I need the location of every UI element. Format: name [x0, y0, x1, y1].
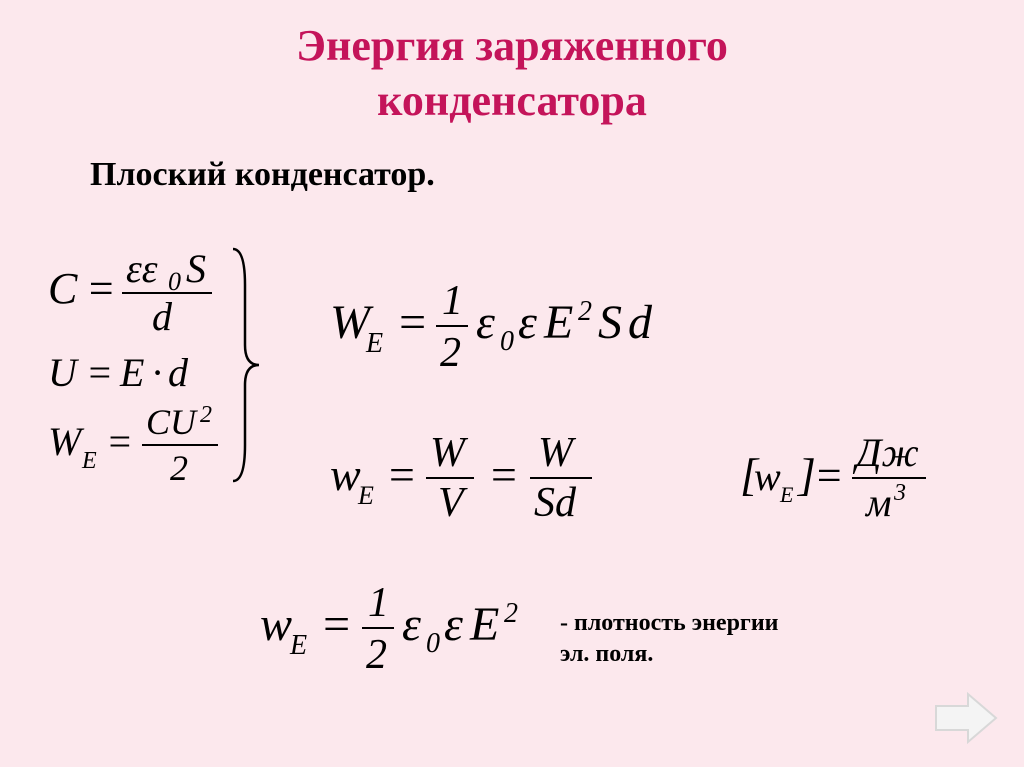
svg-text:3: 3 — [893, 480, 906, 506]
svg-text:2: 2 — [440, 330, 461, 376]
svg-text:E: E — [543, 296, 573, 349]
svg-text:]: ] — [796, 449, 816, 500]
title-line1: Энергия заряженного — [296, 21, 728, 70]
svg-text:C: C — [48, 264, 78, 313]
svg-text:E: E — [81, 448, 97, 474]
svg-text:=: = — [386, 449, 417, 500]
svg-text:E: E — [365, 328, 383, 359]
svg-text:d: d — [168, 350, 189, 395]
annotation-line1: - плотность энергии — [560, 610, 778, 636]
svg-text:ε: ε — [402, 598, 421, 651]
svg-text:E: E — [289, 630, 307, 661]
svg-text:W: W — [430, 430, 469, 476]
formula-energy-main: W E = 1 2 ε 0 ε E 2 S d — [330, 278, 750, 383]
svg-text:=: = — [320, 598, 352, 651]
svg-text:=: = — [814, 451, 844, 500]
svg-text:Sd: Sd — [534, 480, 577, 526]
svg-text:d: d — [152, 294, 173, 338]
svg-text:0: 0 — [168, 267, 181, 296]
title-line2: конденсатора — [377, 76, 647, 125]
svg-text:W: W — [48, 419, 85, 464]
svg-text:W: W — [538, 430, 577, 476]
svg-text:=: = — [488, 449, 519, 500]
annotation-text: - плотность энергии эл. поля. — [560, 608, 778, 670]
next-arrow-button[interactable] — [932, 690, 1002, 751]
formula-energy-density-def: w E = W V = W Sd — [330, 430, 650, 535]
svg-text:w: w — [330, 449, 361, 500]
svg-text:м: м — [864, 480, 892, 525]
svg-text:2: 2 — [504, 598, 518, 629]
curly-brace-icon — [225, 245, 265, 490]
svg-text:Дж: Дж — [852, 430, 919, 475]
svg-text:2: 2 — [578, 296, 592, 327]
svg-text:E: E — [357, 481, 374, 510]
svg-text:2: 2 — [366, 632, 387, 678]
svg-text:=: = — [106, 419, 133, 464]
svg-text:·: · — [152, 350, 162, 395]
svg-text:E: E — [779, 482, 794, 507]
svg-text:w: w — [754, 454, 781, 499]
svg-text:CU: CU — [146, 402, 198, 442]
svg-text:ε: ε — [476, 296, 495, 349]
svg-text:0: 0 — [426, 628, 440, 659]
svg-text:ε: ε — [444, 598, 463, 651]
svg-text:1: 1 — [442, 278, 463, 324]
svg-text:εε: εε — [126, 248, 158, 291]
svg-text:ε: ε — [518, 296, 537, 349]
svg-text:E: E — [119, 350, 144, 395]
svg-text:E: E — [469, 598, 499, 651]
svg-text:0: 0 — [500, 326, 514, 357]
svg-text:=: = — [86, 264, 116, 313]
svg-text:S: S — [186, 248, 206, 291]
svg-text:=: = — [86, 350, 113, 395]
svg-text:V: V — [438, 480, 468, 526]
formula-unit: [ w E ] = Дж м 3 — [740, 430, 1000, 535]
svg-text:=: = — [396, 296, 428, 349]
svg-text:1: 1 — [368, 580, 389, 626]
annotation-line2: эл. поля. — [560, 641, 653, 667]
svg-text:2: 2 — [200, 402, 212, 428]
svg-text:2: 2 — [170, 448, 188, 488]
svg-text:U: U — [48, 350, 80, 395]
formula-energy-density-final: w E = 1 2 ε 0 ε E 2 — [260, 580, 560, 685]
formula-capacitance: C = εε 0 S d — [48, 248, 228, 349]
svg-text:w: w — [260, 598, 292, 651]
svg-text:S: S — [598, 296, 622, 349]
slide-title: Энергия заряженного конденсатора — [0, 0, 1024, 128]
svg-text:d: d — [628, 296, 653, 349]
slide-subtitle: Плоский конденсатор. — [90, 156, 1024, 194]
